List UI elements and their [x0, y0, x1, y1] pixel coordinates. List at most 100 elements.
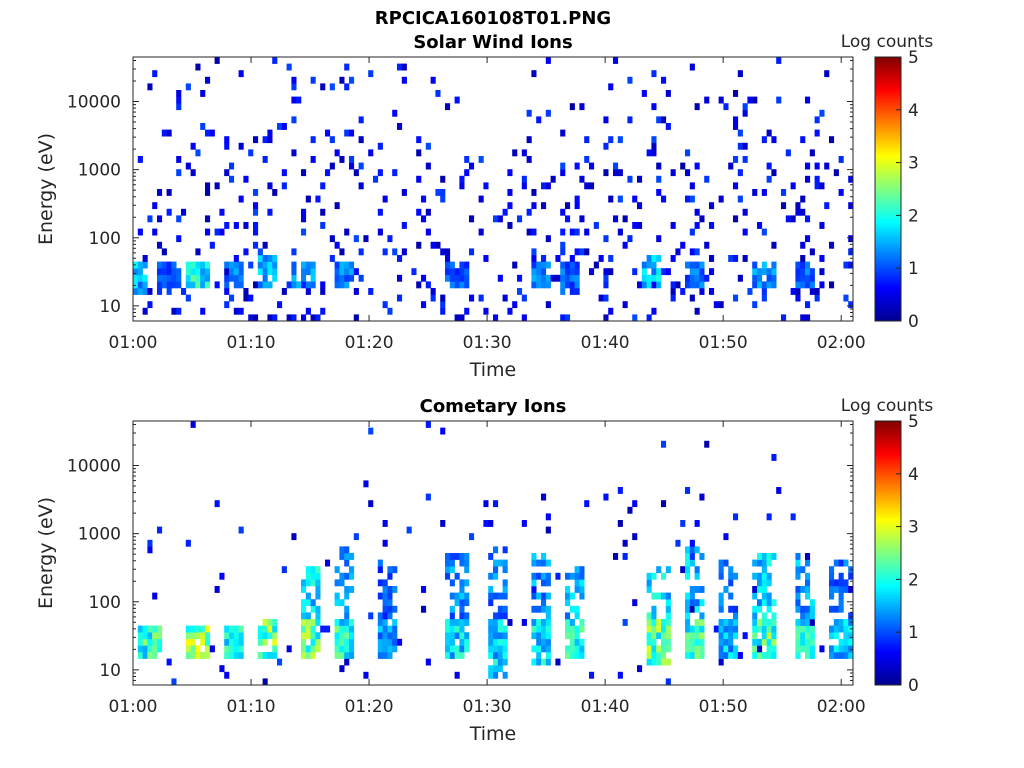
heatmap-cell	[445, 619, 451, 626]
heatmap-cell	[382, 625, 388, 633]
heatmap-cell	[238, 195, 244, 203]
heatmap-cell	[531, 189, 537, 196]
heatmap-cell	[464, 169, 470, 177]
heatmap-cell	[723, 632, 729, 640]
y-tick-label: 10	[99, 297, 121, 317]
heatmap-cell	[205, 268, 211, 276]
heatmap-cell	[685, 553, 691, 560]
heatmap-cell	[603, 268, 609, 276]
heatmap-cell	[229, 625, 235, 633]
heatmap-cell	[488, 671, 494, 679]
heatmap-cell	[464, 612, 470, 620]
heatmap-cell	[761, 288, 767, 295]
heatmap-cell	[449, 619, 455, 626]
heatmap-cell	[622, 539, 628, 547]
heatmap-cell	[459, 579, 465, 587]
y-tick-label: 1000	[78, 525, 121, 545]
heatmap-cell	[229, 268, 235, 276]
heatmap-cell	[459, 638, 465, 646]
heatmap-cell	[161, 281, 167, 289]
heatmap-cell	[728, 605, 734, 613]
heatmap-cell	[349, 632, 355, 640]
heatmap-cell	[493, 314, 499, 322]
heatmap-cell	[253, 228, 259, 236]
heatmap-cell	[238, 632, 244, 640]
heatmap-cell	[171, 307, 177, 315]
heatmap-cell	[272, 57, 278, 64]
heatmap-cell	[512, 301, 518, 309]
heatmap-cell	[219, 665, 225, 673]
heatmap-cell	[752, 652, 758, 659]
heatmap-cell	[502, 625, 508, 633]
heatmap-cell	[157, 281, 163, 289]
heatmap-cell	[291, 116, 297, 124]
heatmap-cell	[152, 592, 158, 600]
heatmap-cell	[848, 652, 854, 659]
heatmap-cell	[416, 281, 422, 289]
heatmap-cell	[301, 612, 307, 620]
heatmap-cell	[771, 612, 777, 620]
heatmap-cell	[541, 625, 547, 633]
heatmap-cell	[301, 314, 307, 322]
heatmap-cell	[651, 652, 657, 659]
heatmap-cell	[805, 586, 811, 593]
heatmap-cell	[435, 90, 441, 97]
heatmap-cell	[507, 619, 513, 626]
heatmap-cell	[493, 572, 499, 580]
heatmap-cell	[425, 493, 431, 501]
heatmap-cell	[233, 255, 239, 262]
heatmap-cell	[757, 625, 763, 633]
heatmap-cell	[253, 136, 259, 144]
heatmap-cell	[766, 162, 772, 170]
heatmap-cell	[733, 652, 739, 659]
heatmap-cell	[694, 632, 700, 640]
heatmap-cell	[728, 625, 734, 633]
heatmap-cell	[838, 559, 844, 567]
heatmap-cell	[137, 645, 143, 653]
heatmap-cell	[771, 261, 777, 269]
heatmap-cell	[291, 314, 297, 322]
heatmap-cell	[262, 678, 268, 686]
heatmap-cell	[440, 195, 446, 203]
heatmap-cell	[646, 274, 652, 282]
heatmap-cell	[531, 572, 537, 580]
heatmap-cell	[728, 572, 734, 580]
heatmap-cell	[718, 195, 724, 203]
heatmap-cell	[641, 274, 647, 282]
heatmap-cell	[531, 619, 537, 626]
heatmap-cell	[157, 526, 163, 534]
heatmap-cell	[459, 592, 465, 600]
heatmap-cell	[733, 612, 739, 620]
heatmap-cell	[536, 559, 542, 567]
heatmap-cell	[392, 586, 398, 593]
heatmap-cell	[305, 612, 311, 620]
heatmap-cell	[301, 632, 307, 640]
heatmap-cell	[699, 652, 705, 659]
heatmap-cell	[661, 645, 667, 653]
heatmap-cell	[435, 241, 441, 249]
heatmap-cell	[305, 288, 311, 295]
heatmap-cell	[757, 268, 763, 276]
heatmap-cell	[469, 294, 475, 302]
heatmap-cell	[377, 632, 383, 640]
heatmap-cell	[190, 274, 196, 282]
heatmap-cell	[661, 440, 667, 448]
heatmap-cell	[574, 162, 580, 170]
heatmap-cell	[272, 261, 278, 269]
heatmap-cell	[795, 268, 801, 276]
heatmap-cell	[233, 281, 239, 289]
heatmap-cell	[449, 553, 455, 560]
heatmap-cell	[166, 261, 172, 269]
heatmap-cell	[320, 83, 326, 91]
heatmap-cell	[689, 605, 695, 613]
heatmap-cell	[795, 559, 801, 567]
heatmap-cell	[829, 625, 835, 633]
heatmap-cell	[723, 638, 729, 646]
heatmap-cell	[305, 307, 311, 315]
heatmap-cell	[776, 487, 782, 494]
heatmap-cell	[531, 248, 537, 256]
heatmap-cell	[569, 268, 575, 276]
heatmap-cell	[737, 142, 743, 150]
heatmap-cell	[272, 255, 278, 262]
heatmap-cell	[589, 671, 595, 679]
